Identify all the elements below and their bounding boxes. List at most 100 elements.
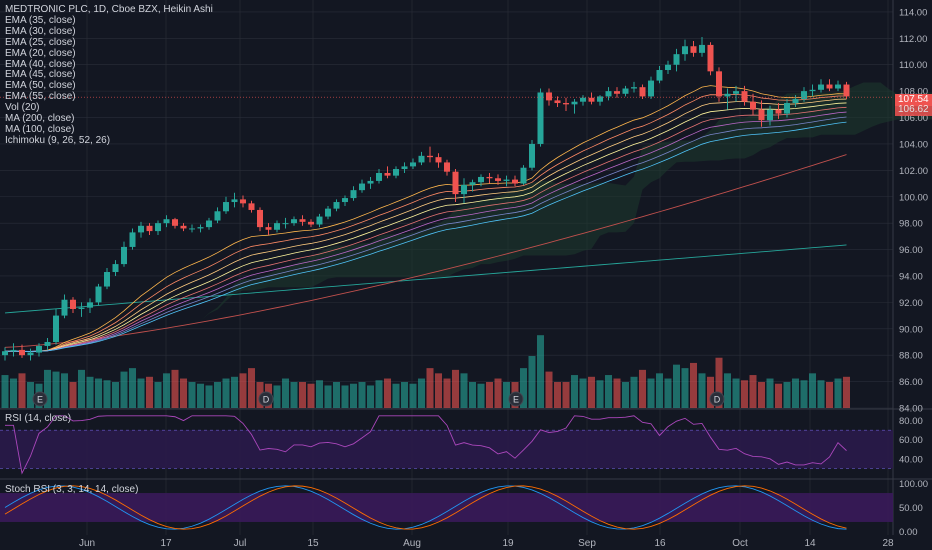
volume-bar	[707, 376, 714, 408]
candle-body	[376, 172, 382, 181]
price-axis-label: 100.00	[899, 192, 928, 203]
candle-body	[342, 198, 348, 203]
volume-bar	[231, 376, 238, 408]
price-axis-label: 86.00	[899, 377, 923, 388]
candle-body	[112, 264, 119, 273]
candle-body	[197, 227, 204, 229]
legend-item[interactable]: MA (100, close)	[5, 123, 75, 135]
volume-bar	[78, 369, 85, 408]
legend-item[interactable]: EMA (50, close)	[5, 80, 76, 92]
event-marker	[709, 391, 725, 407]
volume-bar	[401, 382, 408, 408]
legend-item[interactable]: EMA (35, close)	[5, 14, 76, 26]
volume-bar	[409, 383, 417, 408]
volume-bar	[545, 371, 553, 408]
volume-bar	[435, 373, 442, 408]
prev-price-tag: 106.62	[895, 104, 932, 116]
candle-body	[10, 349, 17, 352]
candle-body	[308, 221, 314, 225]
volume-bar	[146, 376, 153, 408]
candle-body	[138, 225, 144, 233]
stoch-axis-label: 100.00	[899, 479, 928, 490]
volume-bar	[180, 378, 187, 408]
candle-body	[775, 109, 782, 114]
volume-bar	[571, 375, 578, 408]
candle-body	[435, 157, 442, 163]
legend-item[interactable]: MA (200, close)	[5, 113, 75, 125]
candle-body	[733, 91, 739, 94]
candle-body	[248, 203, 255, 210]
volume-bar	[732, 378, 740, 408]
volume-bar	[350, 383, 357, 408]
candle-body	[673, 54, 680, 65]
volume-bar	[273, 385, 281, 408]
volume-bar	[469, 382, 476, 408]
candle-body	[70, 299, 76, 309]
legend-item[interactable]: Ichimoku (9, 26, 52, 26)	[5, 134, 111, 146]
volume-bar	[639, 369, 646, 408]
volume-bar	[613, 378, 621, 408]
volume-bar	[477, 383, 485, 408]
volume-bar	[384, 378, 391, 408]
candle-body	[758, 109, 765, 121]
volume-bar	[528, 356, 536, 408]
candle-body	[129, 232, 136, 247]
volume-bar	[307, 383, 315, 408]
ma-100-line	[4, 154, 847, 348]
candle-body	[401, 166, 408, 170]
rsi-label[interactable]: RSI (14, close)	[5, 413, 72, 424]
candle-body	[325, 208, 331, 217]
price-axis-label: 96.00	[899, 245, 923, 256]
candle-body	[104, 272, 110, 287]
stoch-rsi-label[interactable]: Stoch RSI (3, 3, 14, 14, close)	[5, 484, 139, 495]
volume-bar	[418, 378, 425, 408]
legend-item[interactable]: EMA (45, close)	[5, 69, 76, 81]
candle-body	[597, 96, 603, 102]
legend-item[interactable]: EMA (55, close)	[5, 91, 76, 103]
candle-body	[367, 180, 374, 184]
candle-body	[452, 171, 459, 195]
candle-body	[546, 92, 552, 101]
time-axis-label: Sep	[578, 538, 596, 549]
candle-body	[529, 143, 535, 168]
legend-item[interactable]: EMA (30, close)	[5, 25, 76, 37]
candle-body	[554, 100, 561, 104]
legend-item[interactable]: Vol (20)	[5, 102, 40, 114]
event-marker	[32, 391, 48, 407]
candle-body	[682, 46, 688, 55]
volume-bar	[248, 368, 255, 408]
event-marker	[508, 391, 524, 407]
time-axis-label: Jul	[234, 538, 247, 549]
time-axis-label: 17	[160, 538, 172, 549]
volume-bar	[137, 378, 145, 408]
ma-200-line	[4, 244, 847, 314]
candle-body	[291, 219, 297, 224]
candle-body	[469, 182, 476, 185]
volume-bar	[596, 380, 604, 408]
candle-body	[44, 341, 51, 346]
candle-body	[631, 87, 637, 89]
event-marker-label: D	[263, 395, 270, 405]
legend-item[interactable]: EMA (25, close)	[5, 36, 76, 48]
legend-item[interactable]: EMA (20, close)	[5, 47, 76, 59]
candle-body	[121, 246, 127, 265]
volume-bar	[809, 373, 816, 408]
candle-body	[231, 199, 238, 203]
chart-title: MEDTRONIC PLC, 1D, Cboe BZX, Heikin Ashi	[5, 4, 213, 15]
price-axis-label: 110.00	[899, 60, 927, 71]
ema-55-line	[4, 121, 847, 352]
candle-body	[605, 91, 612, 97]
volume-bar	[205, 385, 213, 408]
candle-body	[223, 202, 229, 212]
candle-body	[826, 84, 833, 89]
rsi-band	[0, 430, 893, 469]
volume-bar	[290, 382, 298, 408]
volume-bar	[681, 368, 689, 408]
stoch-band	[0, 493, 893, 522]
volume-bar	[18, 373, 26, 408]
legend-item[interactable]: EMA (40, close)	[5, 58, 76, 70]
volume-bar	[486, 382, 493, 408]
volume-bar	[783, 382, 791, 408]
time-axis-label: Oct	[732, 538, 748, 549]
